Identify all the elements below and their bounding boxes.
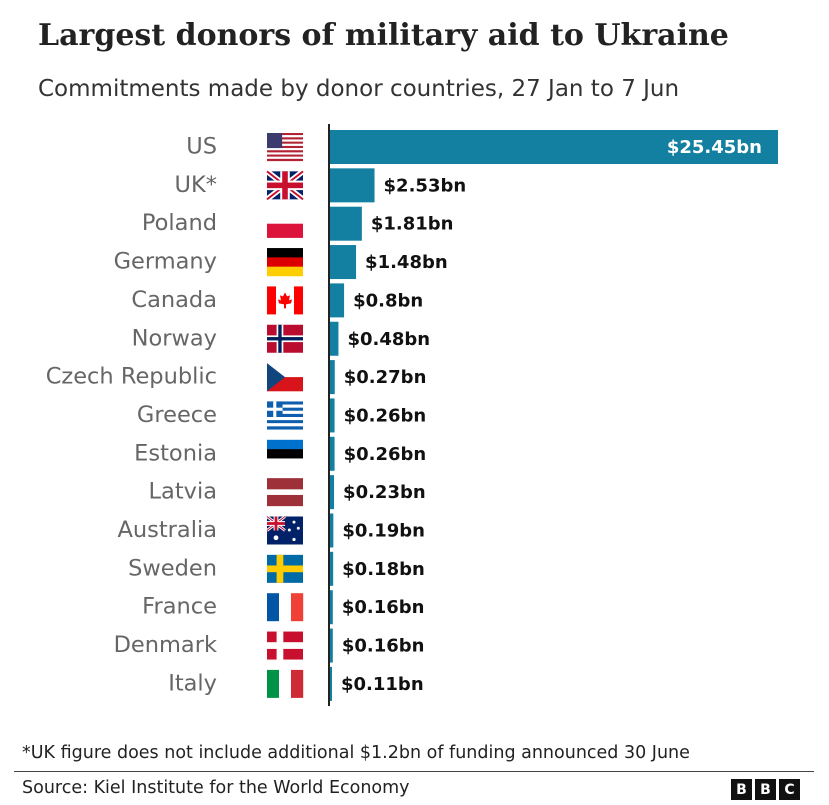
australia-flag-icon <box>266 515 303 545</box>
category-label: Latvia <box>149 479 218 505</box>
bar <box>330 628 333 663</box>
category-label: Estonia <box>134 440 217 466</box>
divider <box>14 771 814 772</box>
category-label: Germany <box>114 249 217 275</box>
italy-flag-icon <box>267 669 304 698</box>
estonia-flag-icon <box>267 439 303 468</box>
data-label: $0.26bn <box>344 405 427 426</box>
bbc-logo: B B C <box>731 779 800 800</box>
chart-title: Largest donors of military aid to Ukrain… <box>38 18 729 53</box>
chart-subtitle: Commitments made by donor countries, 27 … <box>38 76 680 102</box>
us-flag-icon <box>267 133 303 162</box>
sweden-flag-icon <box>267 554 303 583</box>
data-label: $0.11bn <box>341 674 424 695</box>
data-label: $0.8bn <box>353 290 423 311</box>
czech-republic-flag-icon <box>267 363 303 392</box>
footnote: *UK figure does not include additional $… <box>22 743 690 763</box>
logo-letter: C <box>779 779 800 800</box>
bar <box>330 551 334 586</box>
category-label: Czech Republic <box>46 364 217 390</box>
logo-letter: B <box>755 779 776 800</box>
germany-flag-icon <box>267 248 303 277</box>
category-label: UK* <box>175 172 217 198</box>
category-label: Australia <box>117 517 217 543</box>
source-note: Source: Kiel Institute for the World Eco… <box>22 778 410 798</box>
bar <box>330 283 345 318</box>
denmark-flag-icon <box>267 631 303 660</box>
bar <box>330 590 333 625</box>
greece-flag-icon <box>267 401 303 430</box>
bar <box>330 666 332 701</box>
category-label: Greece <box>137 402 217 428</box>
latvia-flag-icon <box>267 478 303 507</box>
bar <box>330 206 362 241</box>
poland-flag-icon <box>267 209 303 238</box>
data-label: $0.16bn <box>342 636 425 657</box>
category-label: Canada <box>131 287 217 313</box>
data-label: $25.45bn <box>667 137 762 158</box>
category-label: France <box>142 594 217 620</box>
bar <box>330 436 335 471</box>
category-label: Sweden <box>128 555 217 581</box>
data-label: $0.19bn <box>342 521 425 542</box>
data-label: $0.16bn <box>342 597 425 618</box>
bar <box>330 475 335 510</box>
canada-flag-icon <box>267 286 303 315</box>
bar-chart: US $25.45bn UK* $2.53bn Poland $1.81bn Germany… <box>46 124 778 706</box>
data-label: $2.53bn <box>384 175 467 196</box>
category-label: US <box>186 134 217 160</box>
category-label: Italy <box>168 670 217 696</box>
norway-flag-icon <box>267 324 303 353</box>
data-label: $0.26bn <box>344 444 427 465</box>
category-label: Denmark <box>114 632 217 658</box>
data-label: $0.48bn <box>347 329 430 350</box>
logo-letter: B <box>731 779 752 800</box>
data-label: $0.27bn <box>344 367 427 388</box>
data-label: $1.48bn <box>365 252 448 273</box>
data-label: $0.18bn <box>342 559 425 580</box>
uk-flag-icon <box>265 169 305 202</box>
data-label: $0.23bn <box>343 482 426 503</box>
category-label: Norway <box>132 325 217 351</box>
bar <box>330 360 335 395</box>
data-label: $1.81bn <box>371 214 454 235</box>
bar <box>330 398 335 433</box>
bar <box>330 321 339 356</box>
bar <box>330 168 375 203</box>
bar <box>330 130 778 164</box>
category-label: Poland <box>142 210 217 236</box>
bar <box>330 513 334 548</box>
bar <box>330 245 357 280</box>
france-flag-icon <box>267 593 304 622</box>
